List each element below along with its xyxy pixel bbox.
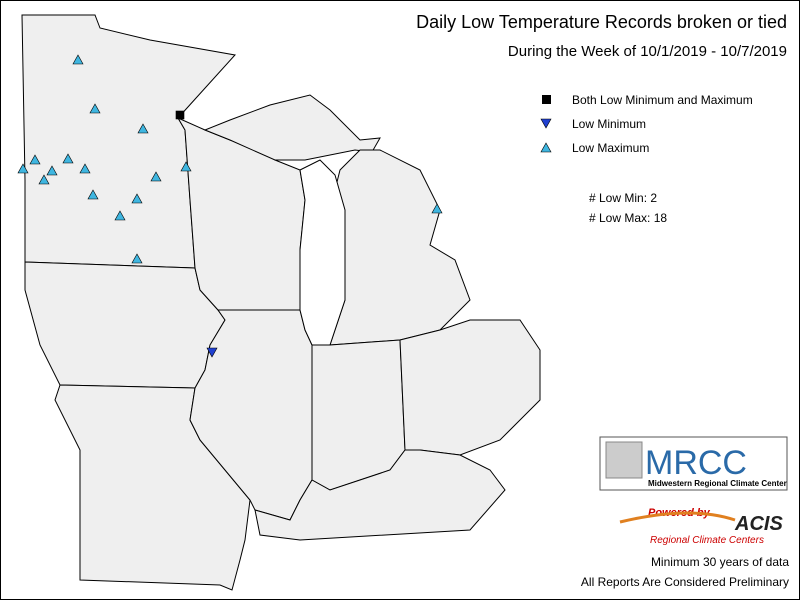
note: All Reports Are Considered Preliminary <box>581 575 789 589</box>
subtitle: During the Week of 10/1/2019 - 10/7/2019 <box>508 43 787 60</box>
logo-full: Midwestern Regional Climate Center <box>648 479 787 488</box>
marker <box>131 253 143 264</box>
title: Daily Low Temperature Records broken or … <box>416 12 787 32</box>
marker <box>137 123 149 134</box>
both-marker <box>175 110 185 120</box>
markers <box>17 54 443 358</box>
note: Minimum 30 years of data <box>651 555 789 569</box>
logo-map <box>605 441 643 479</box>
marker <box>29 154 41 165</box>
marker <box>79 163 91 174</box>
legend-label: Low Maximum <box>572 141 649 155</box>
marker <box>180 161 192 172</box>
legend-square <box>542 95 551 104</box>
marker <box>46 165 58 176</box>
marker <box>72 54 84 65</box>
acis-sub: Regional Climate Centers <box>650 535 764 546</box>
marker <box>89 103 101 114</box>
marker <box>431 203 443 214</box>
iowa <box>24 261 226 389</box>
legend-label: Both Low Minimum and Maximum <box>572 93 753 107</box>
marker <box>17 163 29 174</box>
legend: Both Low Minimum and Maximum Low Minimum… <box>540 93 753 155</box>
marker <box>87 189 99 200</box>
low-min-marker <box>206 347 218 358</box>
logo-name: MRCC <box>645 444 747 482</box>
marker <box>131 193 143 204</box>
lake-michigan <box>299 159 346 346</box>
states <box>21 14 541 591</box>
marker <box>114 210 126 221</box>
legend-up <box>540 142 552 153</box>
legend-down <box>540 118 552 129</box>
marker <box>150 171 162 182</box>
indiana <box>311 339 406 491</box>
swoosh <box>619 511 736 524</box>
count: # Low Min: 2 <box>589 191 657 205</box>
michigan-upper <box>203 94 381 161</box>
low-max-markers <box>17 54 443 264</box>
acis-logo: Powered by ACIS Regional Climate Centers <box>619 507 783 546</box>
acis: ACIS <box>734 513 783 535</box>
marker <box>62 153 74 164</box>
legend-label: Low Minimum <box>572 117 646 131</box>
kentucky <box>254 449 506 541</box>
marker <box>38 174 50 185</box>
count: # Low Max: 18 <box>589 211 667 225</box>
mrcc-logo: MRCC Midwestern Regional Climate Center <box>599 436 788 491</box>
